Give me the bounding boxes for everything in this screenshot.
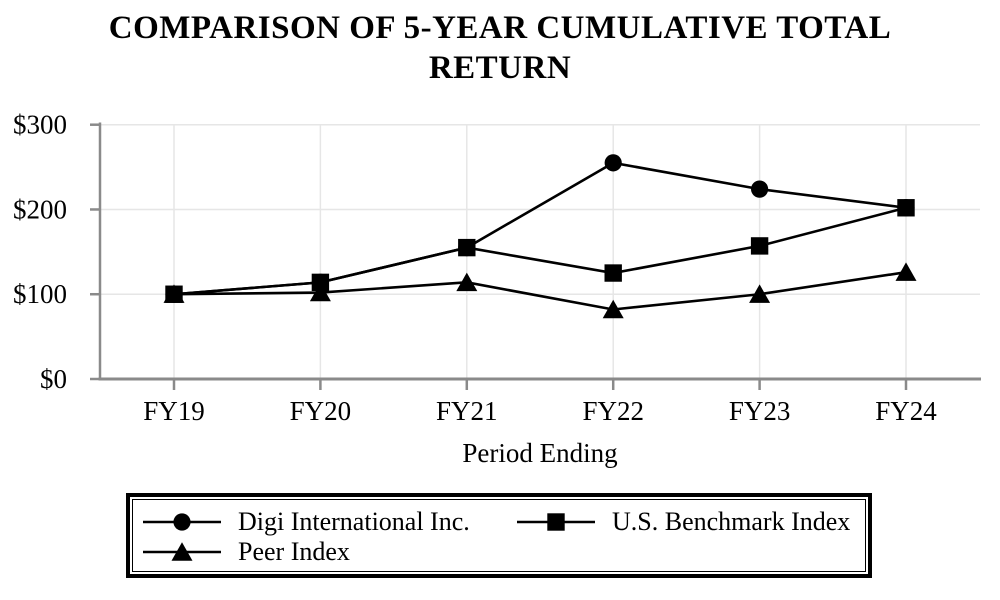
legend-item: U.S. Benchmark Index bbox=[516, 507, 865, 537]
triangle-marker-icon bbox=[602, 299, 624, 319]
x-axis-title: Period Ending bbox=[462, 438, 617, 468]
square-marker-icon bbox=[458, 238, 476, 257]
x-tick-label: FY24 bbox=[875, 396, 937, 426]
triangle-marker-icon bbox=[895, 262, 917, 281]
triangle-marker-icon bbox=[309, 282, 331, 302]
y-tick-label: $200 bbox=[13, 194, 67, 224]
series-square bbox=[165, 199, 915, 303]
y-tick-label: $300 bbox=[13, 110, 67, 140]
square-marker-icon bbox=[547, 513, 565, 531]
square-marker-icon bbox=[311, 273, 330, 292]
legend-item: Digi International Inc. bbox=[142, 507, 516, 537]
x-tick-label: FY22 bbox=[582, 396, 644, 426]
triangle-marker-icon bbox=[749, 284, 771, 303]
legend-label: U.S. Benchmark Index bbox=[612, 507, 851, 536]
triangle-marker-icon bbox=[456, 272, 478, 292]
square-marker-icon bbox=[750, 237, 769, 255]
x-tick-label: FY19 bbox=[143, 396, 205, 426]
series-circle bbox=[165, 154, 915, 303]
x-tick-label: FY20 bbox=[290, 396, 352, 426]
x-tick-label: FY21 bbox=[436, 396, 498, 426]
square-marker-icon bbox=[897, 199, 915, 217]
legend-label: Digi International Inc. bbox=[238, 507, 470, 536]
series-line bbox=[173, 206, 907, 296]
chart-title-line-2: RETURN bbox=[428, 50, 572, 86]
chart-title-line-1: COMPARISON OF 5-YEAR CUMULATIVE TOTAL bbox=[108, 10, 892, 46]
triangle-marker-icon bbox=[171, 542, 193, 561]
x-tick-label: FY23 bbox=[729, 396, 791, 426]
series-line bbox=[173, 161, 907, 296]
chart-legend-inner: Digi International Inc. U.S. Benchmark In… bbox=[132, 499, 866, 572]
legend-item: Peer Index bbox=[142, 537, 516, 567]
triangle-marker-icon bbox=[163, 284, 185, 303]
performance-chart: $0 $100 $200 $300 FY19 FY20 FY21 FY22 FY23 FY24 Pe… bbox=[13, 110, 981, 468]
chart-title: COMPARISON OF 5-YEAR CUMULATIVE TOTAL RE… bbox=[0, 8, 1000, 88]
circle-marker-icon bbox=[173, 513, 191, 531]
circle-marker-icon bbox=[751, 180, 769, 198]
square-marker-icon bbox=[604, 264, 622, 282]
legend-label: Peer Index bbox=[238, 537, 350, 566]
series-line bbox=[173, 270, 907, 311]
circle-marker-icon bbox=[604, 154, 622, 172]
legend-marker bbox=[143, 542, 221, 561]
legend-marker bbox=[143, 513, 221, 531]
chart-legend: Digi International Inc. U.S. Benchmark In… bbox=[126, 493, 872, 578]
y-tick-label: $0 bbox=[40, 364, 67, 394]
legend-marker bbox=[517, 513, 595, 531]
series-triangle bbox=[163, 262, 917, 319]
y-tick-label: $100 bbox=[13, 279, 67, 309]
